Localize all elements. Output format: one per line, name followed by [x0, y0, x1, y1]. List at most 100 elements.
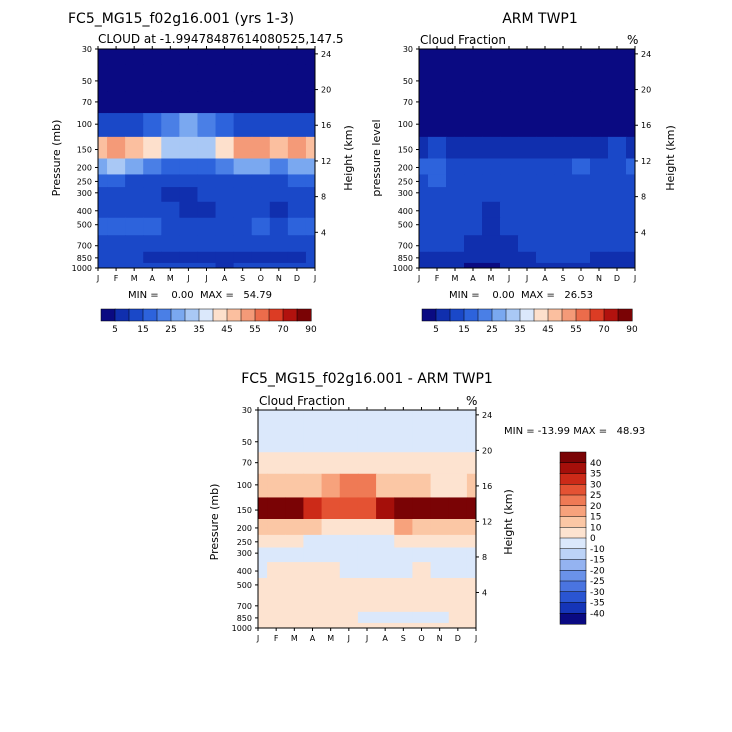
colorbar-swatch	[559, 451, 587, 464]
heatmap-cell	[430, 425, 450, 453]
colorbar-swatch	[559, 559, 587, 571]
heatmap-cell	[321, 595, 341, 613]
heatmap-cell	[215, 201, 235, 219]
y-tick-label: 400	[398, 207, 413, 216]
colorbar-swatch	[212, 308, 228, 322]
x-tick-label: J	[365, 634, 368, 643]
colorbar-label: 15	[458, 325, 469, 335]
heatmap-cell	[107, 187, 126, 203]
colorbar-label: -10	[590, 545, 605, 555]
heatmap-cell	[339, 562, 359, 579]
heatmap-cell	[626, 217, 635, 236]
heatmap-cell	[251, 262, 271, 268]
heatmap-cell	[287, 64, 307, 93]
heatmap-cell	[303, 622, 323, 628]
heatmap-cell	[303, 547, 323, 563]
heatmap-cell	[215, 251, 235, 264]
y-tick-label: 70	[403, 98, 413, 107]
heatmap-cell	[339, 473, 359, 499]
heatmap-cell	[482, 174, 501, 188]
heatmap-cell	[179, 174, 199, 188]
heatmap-cell	[269, 251, 289, 264]
heatmap-cell	[448, 452, 468, 475]
heatmap-cell	[430, 473, 450, 499]
y-tick-label: 400	[237, 567, 252, 576]
heatmap-cell	[536, 187, 555, 203]
heatmap-cell	[590, 174, 609, 188]
heatmap-cell	[430, 519, 450, 536]
heatmap-cell	[357, 534, 377, 549]
heatmap-cell	[321, 562, 341, 579]
heatmap-cell	[428, 136, 447, 160]
heatmap-cell	[287, 251, 307, 264]
colorbar-label: 55	[570, 325, 581, 335]
heatmap-cell	[412, 534, 432, 549]
heatmap-cell	[572, 235, 591, 253]
heatmap-cell	[357, 622, 377, 628]
colorbar-swatch	[170, 308, 186, 322]
heatmap-cell	[376, 577, 395, 596]
x-tick-label: M	[452, 274, 459, 283]
obs-plot-area: J F M A M J J A S O N D J 30 50 70 100 150 200 250 300 400 500…	[393, 45, 652, 283]
diff-title: FC5_MG15_f02g16.001 - ARM TWP1	[241, 371, 493, 387]
heatmap-cell	[554, 201, 573, 219]
heatmap-cell	[321, 534, 341, 549]
heatmap-cell	[482, 91, 501, 114]
diff-right-axis-label: Height (km)	[502, 489, 515, 555]
heatmap-cell	[394, 562, 414, 579]
heatmap-cell	[419, 91, 429, 114]
model-subtitle: CLOUD at -1.99478487614080525,147.5	[98, 32, 344, 46]
heatmap-cell	[626, 91, 635, 114]
y-tick-label: 500	[237, 581, 252, 590]
heatmap-cell	[321, 622, 341, 628]
colorbar-label: 25	[590, 491, 601, 501]
colorbar-swatch	[589, 308, 605, 322]
heatmap-cell	[394, 611, 414, 624]
heatmap-cell	[179, 201, 199, 219]
heatmap-cell	[233, 217, 253, 236]
heatmap-cell	[412, 577, 432, 596]
y-tick-label: 100	[398, 120, 413, 129]
heatmap-cell	[430, 622, 450, 628]
heatmap-cell	[518, 262, 537, 268]
diff-stats: MIN = -13.99 MAX = 48.93	[504, 426, 645, 437]
y-tick-label: 300	[237, 549, 252, 558]
heatmap-cell	[197, 174, 217, 188]
heatmap-cell	[233, 91, 253, 114]
heatmap-cell	[448, 577, 468, 596]
heatmap-cell	[482, 235, 501, 253]
heatmap-cell	[482, 201, 501, 219]
heatmap-cell	[125, 187, 144, 203]
y-tick-label: 70	[82, 98, 92, 107]
heatmap-cell	[269, 201, 289, 219]
colorbar-label: 55	[249, 325, 260, 335]
heatmap-cell	[161, 251, 180, 264]
diff-left-axis-label: Pressure (mb)	[208, 484, 221, 561]
heatmap-cell	[500, 64, 519, 93]
y2-tick-label: 12	[641, 157, 651, 166]
colorbar-label: 70	[598, 325, 610, 335]
x-tick-label: A	[150, 274, 156, 283]
heatmap-cell	[536, 64, 555, 93]
heatmap-cell	[321, 473, 341, 499]
heatmap-cell	[572, 158, 591, 176]
heatmap-cell	[321, 452, 341, 475]
y2-tick-label: 16	[641, 121, 651, 130]
colorbar-swatch	[519, 308, 535, 322]
heatmap-cell	[143, 201, 162, 219]
y-tick-label: 1000	[232, 624, 252, 633]
heatmap-cell	[143, 64, 162, 93]
heatmap-cell	[107, 217, 126, 236]
colorbar-swatch	[100, 308, 116, 322]
heatmap-cell	[161, 187, 180, 203]
heatmap-cell	[305, 49, 315, 66]
heatmap-cell	[500, 113, 519, 138]
colorbar-label: -25	[590, 577, 605, 587]
y-tick-label: 150	[77, 146, 92, 155]
heatmap-cell	[446, 49, 465, 66]
heatmap-cell	[608, 113, 627, 138]
heatmap-cell	[303, 577, 323, 596]
heatmap-cell	[466, 473, 476, 499]
heatmap-cell	[107, 113, 126, 138]
heatmap-cell	[321, 425, 341, 453]
